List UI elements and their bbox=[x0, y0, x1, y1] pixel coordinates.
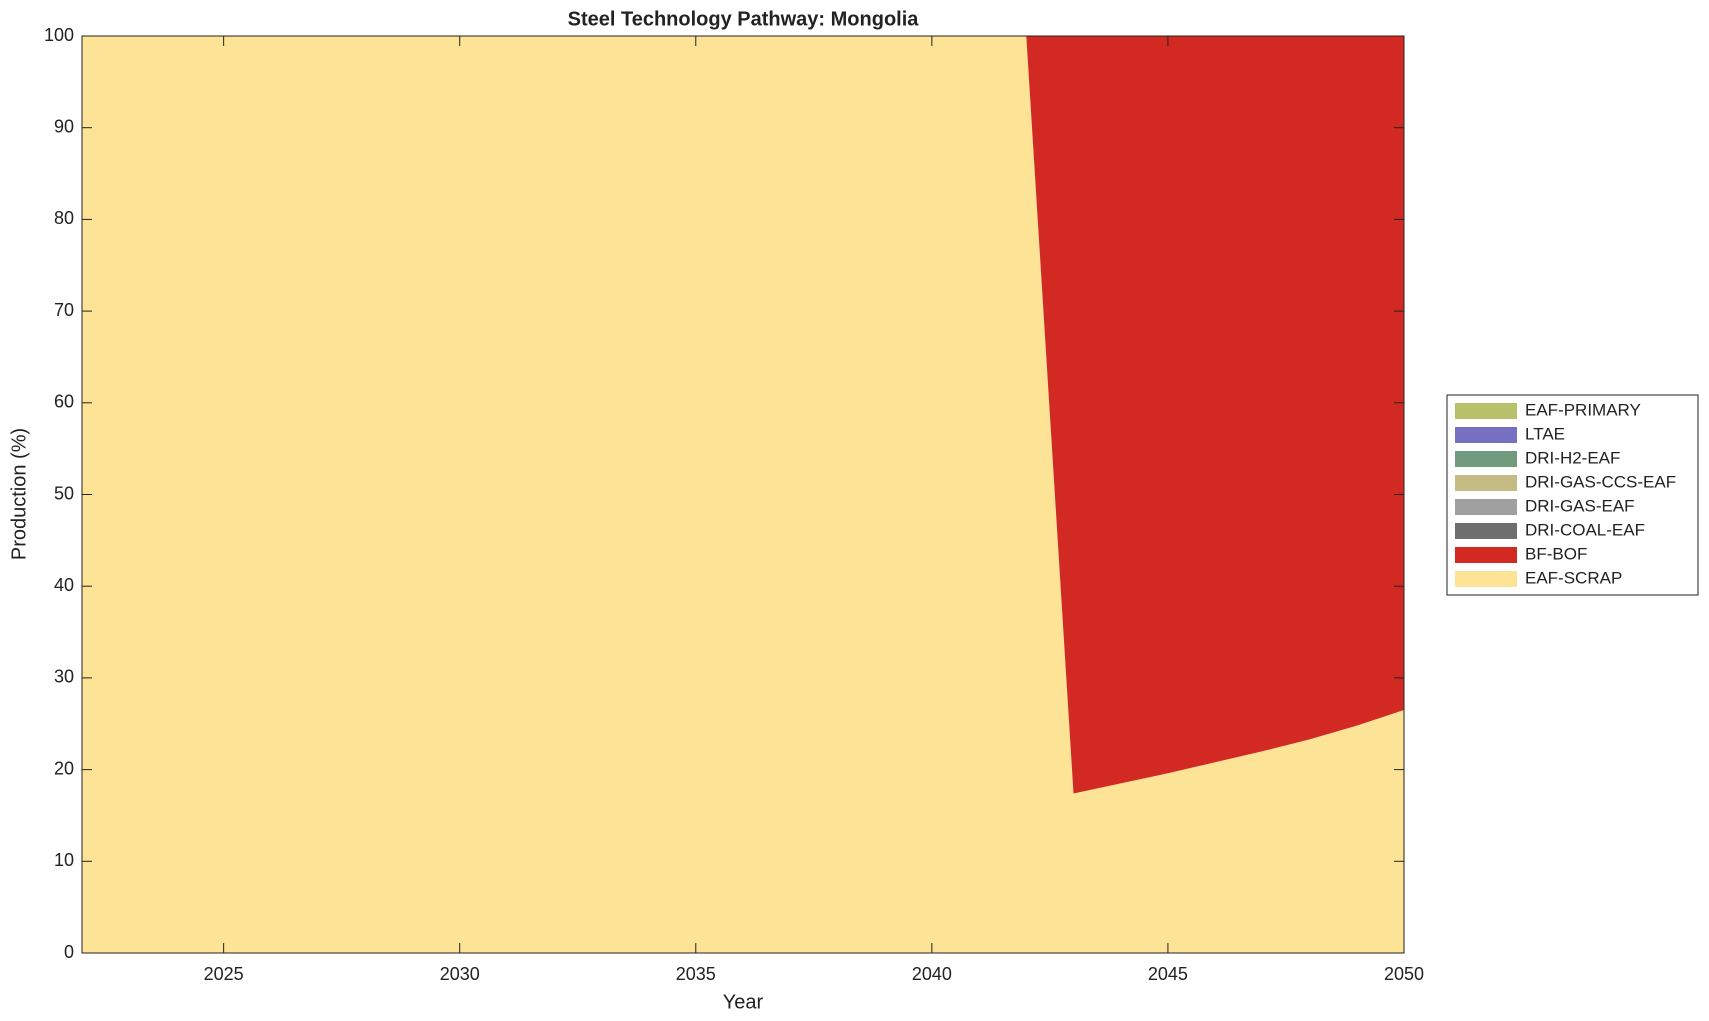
chart-title: Steel Technology Pathway: Mongolia bbox=[568, 8, 920, 30]
x-tick-label: 2025 bbox=[204, 964, 244, 984]
legend-label: DRI-GAS-EAF bbox=[1525, 496, 1635, 515]
y-tick-label: 30 bbox=[54, 667, 74, 687]
legend-label: EAF-SCRAP bbox=[1525, 568, 1622, 587]
legend-label: DRI-GAS-CCS-EAF bbox=[1525, 472, 1676, 491]
y-axis-label: Production (%) bbox=[8, 428, 30, 560]
legend-label: DRI-H2-EAF bbox=[1525, 448, 1620, 467]
legend-swatch bbox=[1455, 571, 1517, 587]
y-tick-label: 20 bbox=[54, 758, 74, 778]
y-tick-label: 50 bbox=[54, 483, 74, 503]
legend-label: EAF-PRIMARY bbox=[1525, 400, 1641, 419]
x-tick-label: 2045 bbox=[1148, 964, 1188, 984]
area bbox=[82, 36, 1404, 953]
legend-swatch bbox=[1455, 523, 1517, 539]
y-tick-label: 0 bbox=[64, 942, 74, 962]
x-tick-label: 2040 bbox=[912, 964, 952, 984]
area bbox=[82, 36, 1404, 794]
legend-swatch bbox=[1455, 427, 1517, 443]
legend-swatch bbox=[1455, 547, 1517, 563]
legend-label: BF-BOF bbox=[1525, 544, 1587, 563]
legend-label: DRI-COAL-EAF bbox=[1525, 520, 1645, 539]
y-tick-label: 90 bbox=[54, 116, 74, 136]
legend-label: LTAE bbox=[1525, 424, 1565, 443]
y-tick-label: 60 bbox=[54, 392, 74, 412]
legend-swatch bbox=[1455, 475, 1517, 491]
legend-swatch bbox=[1455, 499, 1517, 515]
y-tick-label: 80 bbox=[54, 208, 74, 228]
y-tick-label: 100 bbox=[44, 25, 74, 45]
y-tick-label: 70 bbox=[54, 300, 74, 320]
legend-swatch bbox=[1455, 403, 1517, 419]
x-tick-label: 2050 bbox=[1384, 964, 1424, 984]
y-tick-label: 10 bbox=[54, 850, 74, 870]
x-tick-label: 2035 bbox=[676, 964, 716, 984]
y-tick-label: 40 bbox=[54, 575, 74, 595]
x-axis-label: Year bbox=[723, 991, 764, 1013]
legend-box bbox=[1446, 394, 1699, 596]
legend-swatch bbox=[1455, 451, 1517, 467]
x-tick-label: 2030 bbox=[440, 964, 480, 984]
